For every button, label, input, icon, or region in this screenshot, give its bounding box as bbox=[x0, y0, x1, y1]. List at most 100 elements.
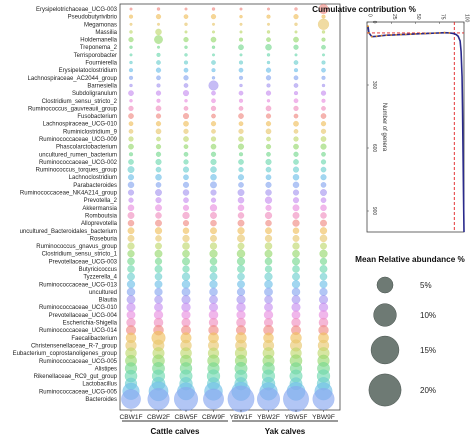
bubble-point bbox=[291, 280, 301, 289]
legend-label: 5% bbox=[420, 281, 432, 290]
bubble-point bbox=[183, 106, 189, 111]
genus-label: Ruminococcaceae_UCG-013 bbox=[39, 282, 118, 288]
genus-label: Pseudobutyrivibrio bbox=[68, 15, 118, 21]
bubble-point bbox=[320, 113, 327, 119]
genus-label: Bacteroides bbox=[85, 397, 117, 403]
bubble-point bbox=[293, 197, 299, 204]
bubble-point bbox=[156, 52, 161, 57]
bubble-point bbox=[237, 234, 245, 243]
bubble-point bbox=[292, 212, 300, 219]
bubble-point bbox=[267, 22, 270, 26]
bubble-point bbox=[183, 174, 189, 181]
bubble-point bbox=[292, 174, 300, 181]
bubble-point bbox=[266, 136, 271, 142]
bubble-point bbox=[147, 388, 170, 410]
bubble-point bbox=[183, 197, 189, 203]
bubble-point bbox=[181, 287, 191, 297]
genus-label: Lactobacillus bbox=[82, 382, 117, 388]
bubble-point bbox=[237, 280, 245, 289]
size-legend: Mean Relative abundance % 5% 10% 15% 20% bbox=[355, 255, 466, 407]
bubble-point bbox=[293, 36, 299, 43]
bubble-point bbox=[264, 302, 273, 312]
bubble-point bbox=[126, 280, 136, 289]
bubble-point bbox=[292, 227, 300, 234]
bubble-point bbox=[183, 151, 189, 157]
cumulative-chart-title: Cumulative contribution % bbox=[312, 5, 416, 14]
genus-label: Erysipelatoclostridium bbox=[59, 68, 117, 74]
genus-label: Lachnospiraceae_AC2044_group bbox=[28, 76, 118, 82]
bubble-point bbox=[238, 106, 244, 111]
bubble-point bbox=[264, 265, 273, 273]
bubble-point bbox=[293, 75, 299, 81]
bubble-point bbox=[265, 105, 272, 112]
bubble-point bbox=[238, 128, 244, 134]
bubble-point bbox=[210, 189, 217, 196]
bubble-point bbox=[129, 60, 133, 65]
bubble-plot-frame bbox=[119, 3, 341, 411]
bubble-point bbox=[293, 105, 299, 111]
genus-label: Prevotellaceae_UCG-004 bbox=[49, 313, 118, 319]
bubble-point bbox=[154, 272, 163, 281]
bubble-point bbox=[155, 151, 162, 157]
bubble-point bbox=[155, 14, 162, 20]
x-tick-label: 50 bbox=[415, 14, 421, 20]
cumulative-point bbox=[380, 34, 383, 37]
genus-label: Faecalibacterium bbox=[71, 336, 117, 342]
bubble-point bbox=[155, 166, 162, 173]
bubble-point bbox=[182, 227, 190, 234]
bubble-point bbox=[183, 75, 189, 81]
genus-label: Prevotellaceae_UCG-003 bbox=[49, 259, 118, 265]
bubble-point bbox=[211, 98, 216, 104]
bubble-point bbox=[210, 151, 217, 157]
bubble-point bbox=[236, 302, 246, 312]
bubble-point bbox=[264, 211, 273, 220]
bubble-point bbox=[238, 143, 244, 150]
bubble-point bbox=[238, 113, 244, 119]
bubble-point bbox=[181, 302, 191, 312]
bubble-point bbox=[236, 287, 246, 296]
cumulative-point bbox=[414, 33, 417, 35]
genus-label: Ruminiclostridium_9 bbox=[63, 129, 118, 135]
bubble-point bbox=[211, 90, 216, 96]
bubble-point bbox=[238, 136, 244, 142]
bubble-point bbox=[128, 37, 134, 43]
genus-label: Eubacterium_coprostanoligenes_group bbox=[13, 351, 118, 357]
genus-label: Ruminococcaceae_UCG-009 bbox=[39, 137, 118, 143]
bubble-point bbox=[154, 35, 163, 44]
bubble-point bbox=[127, 181, 135, 189]
bubble-point bbox=[209, 257, 218, 266]
bubble-point bbox=[128, 143, 134, 150]
bubble-point bbox=[265, 219, 272, 227]
bubble-point bbox=[182, 234, 190, 242]
bubble-point bbox=[155, 174, 162, 181]
bubble-point bbox=[155, 90, 162, 96]
bubble-point bbox=[265, 75, 272, 81]
bubble-point bbox=[183, 60, 189, 65]
bubble-marks bbox=[121, 4, 335, 413]
bubble-point bbox=[238, 98, 244, 103]
bubble-point bbox=[266, 37, 271, 42]
bubble-point bbox=[211, 129, 216, 134]
bubble-point bbox=[174, 387, 198, 411]
bubble-point bbox=[319, 227, 328, 235]
bubble-point bbox=[291, 295, 301, 304]
legend-bubble bbox=[368, 373, 402, 407]
bubble-point bbox=[128, 174, 134, 181]
bubble-point bbox=[128, 75, 134, 80]
x-tick-label: 25 bbox=[391, 14, 397, 20]
legend-items: 5% 10% 15% 20% bbox=[368, 276, 436, 407]
bubble-point bbox=[238, 167, 244, 173]
genus-label: Tyzzerella_4 bbox=[83, 275, 117, 281]
sample-label: YBW5F bbox=[285, 414, 308, 421]
bubble-point bbox=[265, 121, 272, 127]
bubble-point bbox=[237, 227, 245, 235]
sample-label: YBW9F bbox=[312, 414, 335, 421]
genus-label: Ruminococcaceae_NK4A214_group bbox=[20, 191, 118, 197]
bubble-point bbox=[155, 189, 162, 196]
bubble-point bbox=[265, 181, 272, 188]
bubble-point bbox=[155, 242, 162, 250]
genus-label: Megamonas bbox=[84, 22, 117, 28]
bubble-point bbox=[237, 242, 245, 250]
bubble-point bbox=[237, 265, 245, 273]
bubble-point bbox=[128, 113, 134, 119]
